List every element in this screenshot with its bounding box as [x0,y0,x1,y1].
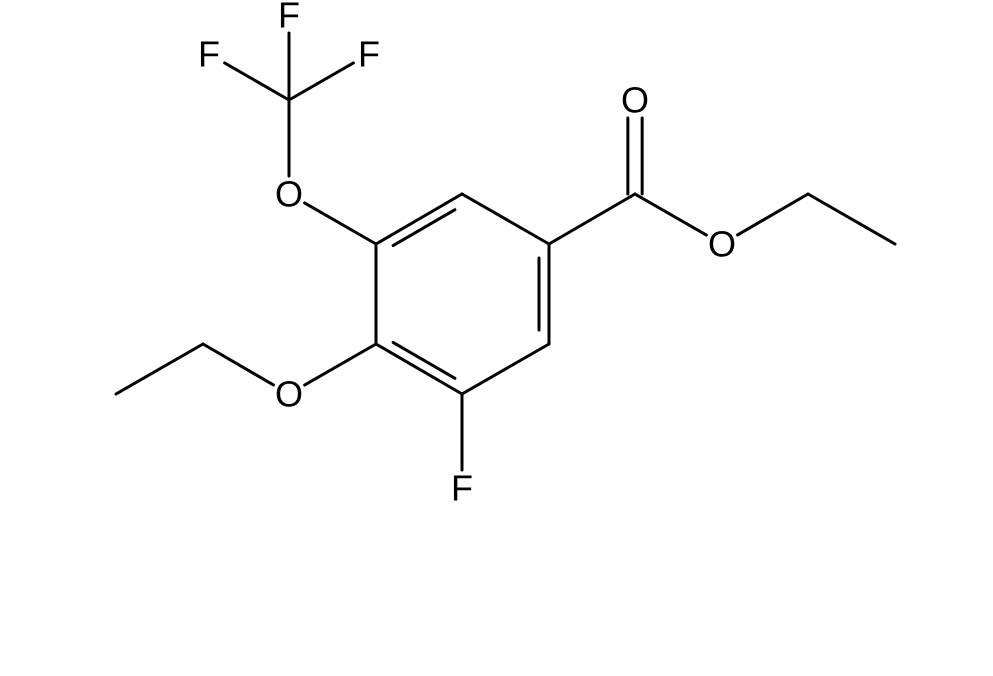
bond [203,344,273,385]
atom-O: O [275,374,303,415]
atom-O: O [621,80,649,121]
bond [462,344,549,394]
atom-layer: O O O F F F O F [198,0,736,509]
bond [305,203,376,244]
bond [116,344,203,394]
atom-F: F [198,34,220,75]
bond [549,194,635,244]
bond [738,194,808,235]
bond [635,194,706,235]
bond [376,194,462,244]
bond [462,194,549,244]
bond [808,194,895,244]
atom-F: F [358,34,380,75]
bond [376,344,462,394]
atom-O: O [275,174,303,215]
bond [225,63,289,100]
bond-layer [116,33,895,470]
atom-O: O [708,224,736,265]
molecule-canvas: O O O F F F O F [0,0,993,676]
atom-F: F [278,0,300,36]
bond [305,344,376,385]
bond [289,63,353,100]
atom-F: F [451,468,473,509]
